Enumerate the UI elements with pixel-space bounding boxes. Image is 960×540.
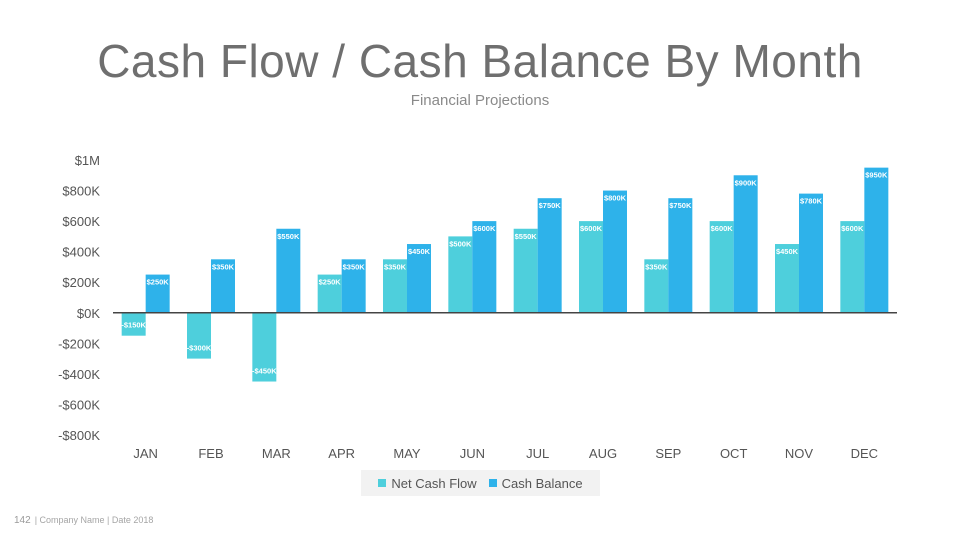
net-cash-flow-bar <box>252 312 277 382</box>
cash-balance-bar <box>864 167 889 313</box>
cash-balance-bar <box>276 228 301 313</box>
net-cash-flow-bar <box>317 274 342 313</box>
data-label: $950K <box>865 171 888 180</box>
net-cash-flow-bar <box>513 228 538 313</box>
data-label: $600K <box>841 224 864 233</box>
y-tick-label: $800K <box>62 184 100 199</box>
data-label: -$450K <box>252 367 277 376</box>
x-tick-label: SEP <box>655 446 681 461</box>
data-label: $750K <box>539 201 562 210</box>
legend-item-net-cash-flow: Net Cash Flow <box>378 475 477 491</box>
data-label: $600K <box>580 224 603 233</box>
x-tick-label: AUG <box>589 446 617 461</box>
data-label: $800K <box>604 194 627 203</box>
x-tick-label: JUN <box>460 446 485 461</box>
net-cash-flow-bar <box>121 312 146 336</box>
cash-balance-bar <box>733 175 758 313</box>
net-cash-flow-bar <box>579 221 603 313</box>
data-label: $250K <box>319 278 342 287</box>
cash-balance-bar <box>799 193 823 313</box>
cash-balance-bar <box>145 274 170 313</box>
data-label: $250K <box>147 278 170 287</box>
data-label: $550K <box>277 232 300 241</box>
cash-balance-bar <box>603 190 627 313</box>
legend-swatch-net-cash-flow <box>378 479 387 487</box>
cash-balance-bar <box>407 244 431 313</box>
y-tick-label: -$200K <box>58 336 100 351</box>
x-tick-label: OCT <box>720 446 748 461</box>
y-tick-label: $600K <box>62 214 100 229</box>
x-tick-label: DEC <box>851 446 878 461</box>
data-label: $600K <box>473 224 496 233</box>
y-tick-label: -$600K <box>58 397 100 412</box>
data-label: $600K <box>711 224 734 233</box>
y-tick-label: $400K <box>62 245 100 260</box>
slide-subtitle: Financial Projections <box>410 92 550 109</box>
x-tick-label: APR <box>328 446 355 461</box>
x-tick-label: NOV <box>785 446 814 461</box>
x-tick-label: JAN <box>133 446 158 461</box>
net-cash-flow-bar <box>775 244 799 313</box>
net-cash-flow-bar <box>840 221 865 313</box>
chart-legend: Net Cash Flow Cash Balance <box>361 470 600 496</box>
cash-balance-bar <box>341 259 366 313</box>
data-label: $350K <box>384 262 407 271</box>
page-number: 142 <box>14 515 31 526</box>
data-label: $550K <box>515 232 538 241</box>
data-label: $450K <box>776 247 799 256</box>
data-label: $350K <box>212 262 235 271</box>
data-label: -$150K <box>121 321 146 330</box>
data-label: $750K <box>669 201 692 210</box>
legend-label-net-cash-flow: Net Cash Flow <box>391 475 477 491</box>
net-cash-flow-bar <box>709 221 734 313</box>
footer-text: | Company Name | Date 2018 <box>34 515 154 525</box>
net-cash-flow-bar <box>448 236 473 313</box>
data-label: $450K <box>408 247 431 256</box>
legend-label-cash-balance: Cash Balance <box>501 475 583 491</box>
net-cash-flow-bar <box>187 312 211 359</box>
cash-balance-bar <box>211 259 235 313</box>
net-cash-flow-bar <box>383 259 407 313</box>
cash-balance-bar <box>668 198 693 313</box>
y-tick-label: $0K <box>77 306 100 321</box>
y-tick-label: -$800K <box>58 428 100 443</box>
x-tick-label: MAR <box>262 446 291 461</box>
x-tick-label: FEB <box>198 446 223 461</box>
data-label: -$300K <box>187 344 212 353</box>
legend-item-cash-balance: Cash Balance <box>488 475 583 491</box>
slide-title: Cash Flow / Cash Balance By Month <box>97 35 863 87</box>
data-label: $350K <box>343 262 366 271</box>
data-label: $350K <box>645 262 668 271</box>
y-tick-label: $1M <box>75 153 100 168</box>
data-label: $900K <box>735 178 758 187</box>
y-tick-label: -$400K <box>58 367 100 382</box>
legend-swatch-cash-balance <box>488 479 497 487</box>
slide-footer: 142 | Company Name | Date 2018 <box>14 515 153 526</box>
x-tick-label: JUL <box>526 446 549 461</box>
data-label: $500K <box>449 239 472 248</box>
data-label: $780K <box>800 197 823 206</box>
cash-balance-bar <box>472 221 497 313</box>
net-cash-flow-bar <box>644 259 669 313</box>
x-tick-label: MAY <box>393 446 421 461</box>
cash-balance-bar <box>537 198 562 313</box>
y-tick-label: $200K <box>62 275 100 290</box>
